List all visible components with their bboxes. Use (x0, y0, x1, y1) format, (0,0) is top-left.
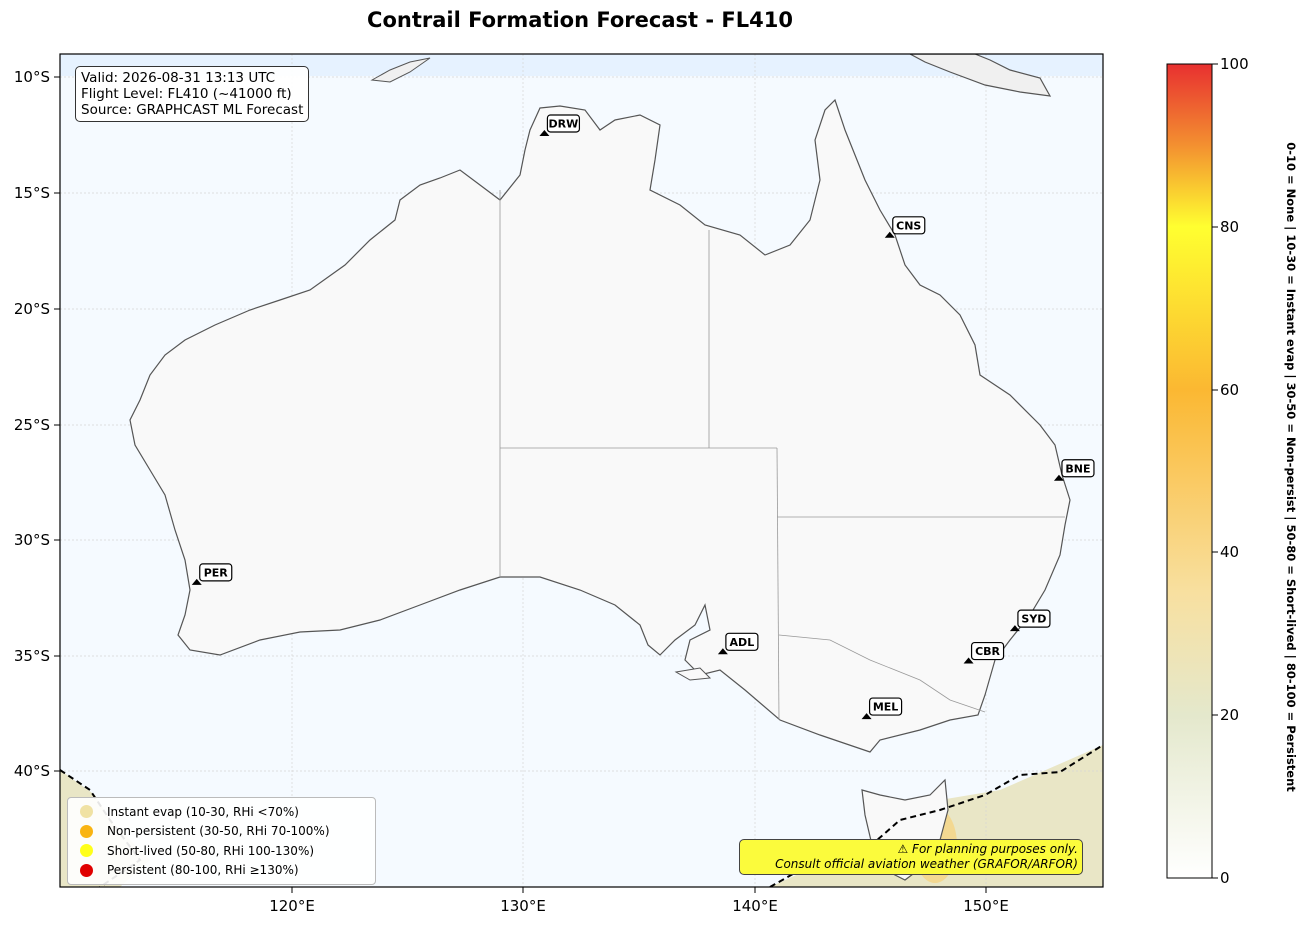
colorbar-label-text: 0-10 = None | 10-30 = Instant evap | 30-… (1284, 142, 1298, 792)
legend-label: Persistent (80-100, RHi ≥130%) (107, 863, 299, 878)
colorbar-tick-label: 40 (1220, 543, 1240, 561)
colorbar (1166, 63, 1213, 879)
lon-tick-label: 130°E (500, 897, 546, 915)
airport-marker-icon (884, 231, 895, 238)
colorbar-tick-label: 20 (1220, 706, 1240, 724)
legend-item: Short-lived (50-80, RHi 100-130%) (74, 841, 369, 861)
lat-tick-label: 40°S (14, 762, 50, 780)
lat-tick-label: 30°S (14, 531, 50, 549)
flight-level: Flight Level: FL410 (~41000 ft) (81, 86, 292, 102)
info-box: Valid: 2026-08-31 13:13 UTC Flight Level… (75, 66, 310, 122)
legend-label: Short-lived (50-80, RHi 100-130%) (107, 843, 315, 858)
airport-code: PER (204, 566, 229, 579)
airport-label-box (1017, 609, 1051, 628)
airport-label-box (546, 114, 581, 133)
lat-tick-labels: 10°S 15°S 20°S 25°S 30°S 35°S 40°S (14, 68, 50, 780)
airport-bne: BNE (1053, 459, 1095, 481)
airport-marker-icon (717, 648, 728, 655)
top-band (60, 54, 1103, 76)
airport-code: MEL (873, 701, 898, 714)
axis-ticks (54, 76, 987, 893)
chart-title: Contrail Formation Forecast - FL410 (367, 8, 793, 32)
new-guinea (909, 54, 1052, 97)
airport-code: CBR (975, 645, 1000, 658)
lon-tick-label: 150°E (963, 897, 1009, 915)
legend-swatch (80, 844, 93, 858)
airport-mel: MEL (861, 697, 903, 720)
airport-code: SYD (1021, 613, 1046, 626)
kangaroo-island (674, 667, 712, 681)
airport-code: DRW (549, 117, 579, 130)
planning-warning: ⚠ For planning purposes only. Consult of… (739, 839, 1083, 875)
airport-markers: DRW CNS BNE PER SYD ADL CBR MEL (191, 114, 1095, 720)
airport-cbr: CBR (963, 641, 1005, 664)
lat-tick-label: 25°S (14, 416, 50, 434)
legend-swatch (80, 824, 93, 838)
airport-per: PER (191, 563, 233, 585)
airport-marker-icon (1009, 625, 1020, 632)
legend-swatch (80, 863, 93, 877)
colorbar-tick-label: 0 (1220, 869, 1230, 887)
colorbar-label: 0-10 = None | 10-30 = Instant evap | 30-… (1281, 66, 1301, 868)
airport-marker-icon (191, 578, 202, 585)
lon-tick-label: 140°E (732, 897, 778, 915)
lat-tick-label: 35°S (14, 647, 50, 665)
airport-code: BNE (1065, 462, 1090, 475)
airport-label-box (725, 632, 759, 651)
legend: Instant evap (10-30, RHi <70%) Non-persi… (67, 797, 376, 885)
colorbar-tick-label: 80 (1220, 218, 1240, 236)
lat-tick-label: 20°S (14, 300, 50, 318)
airport-label-box (892, 216, 926, 235)
colorbar-tick-label: 100 (1220, 55, 1249, 73)
timor (370, 57, 431, 83)
australia-mainland (129, 98, 1071, 753)
airport-marker-icon (963, 657, 974, 664)
airport-code: ADL (730, 636, 755, 649)
airport-marker-icon (539, 129, 550, 136)
map-area (60, 54, 1103, 887)
lat-tick-label: 15°S (14, 184, 50, 202)
legend-swatch (80, 805, 93, 819)
airport-code: CNS (896, 219, 921, 232)
state-boundaries (499, 190, 1065, 721)
data-source: Source: GRAPHCAST ML Forecast (81, 102, 304, 118)
airport-marker-icon (861, 713, 872, 720)
map-frame (59, 53, 1104, 888)
airport-label-box (199, 563, 233, 582)
airport-adl: ADL (717, 632, 759, 655)
airport-label-box (970, 641, 1005, 661)
colorbar-tick-label: 60 (1220, 381, 1240, 399)
legend-item: Instant evap (10-30, RHi <70%) (74, 802, 369, 822)
legend-item: Non-persistent (30-50, RHi 70-100%) (74, 822, 369, 842)
lon-tick-labels: 120°E 130°E 140°E 150°E (269, 897, 1009, 915)
warning-line-1: ⚠ For planning purposes only. (897, 842, 1078, 856)
valid-time: Valid: 2026-08-31 13:13 UTC (81, 70, 276, 86)
airport-drw: DRW (539, 114, 581, 136)
airport-cns: CNS (884, 216, 926, 238)
airport-marker-icon (1053, 474, 1064, 481)
lat-tick-label: 10°S (14, 68, 50, 86)
legend-item: Persistent (80-100, RHi ≥130%) (74, 861, 369, 881)
warning-line-2: Consult official aviation weather (GRAFO… (775, 857, 1078, 871)
airport-label-box (1061, 459, 1095, 478)
legend-label: Non-persistent (30-50, RHi 70-100%) (107, 824, 330, 839)
lon-tick-label: 120°E (269, 897, 315, 915)
airport-label-box (868, 697, 903, 716)
colorbar-ticks (1212, 63, 1218, 879)
legend-label: Instant evap (10-30, RHi <70%) (107, 804, 299, 819)
airport-syd: SYD (1009, 609, 1051, 632)
